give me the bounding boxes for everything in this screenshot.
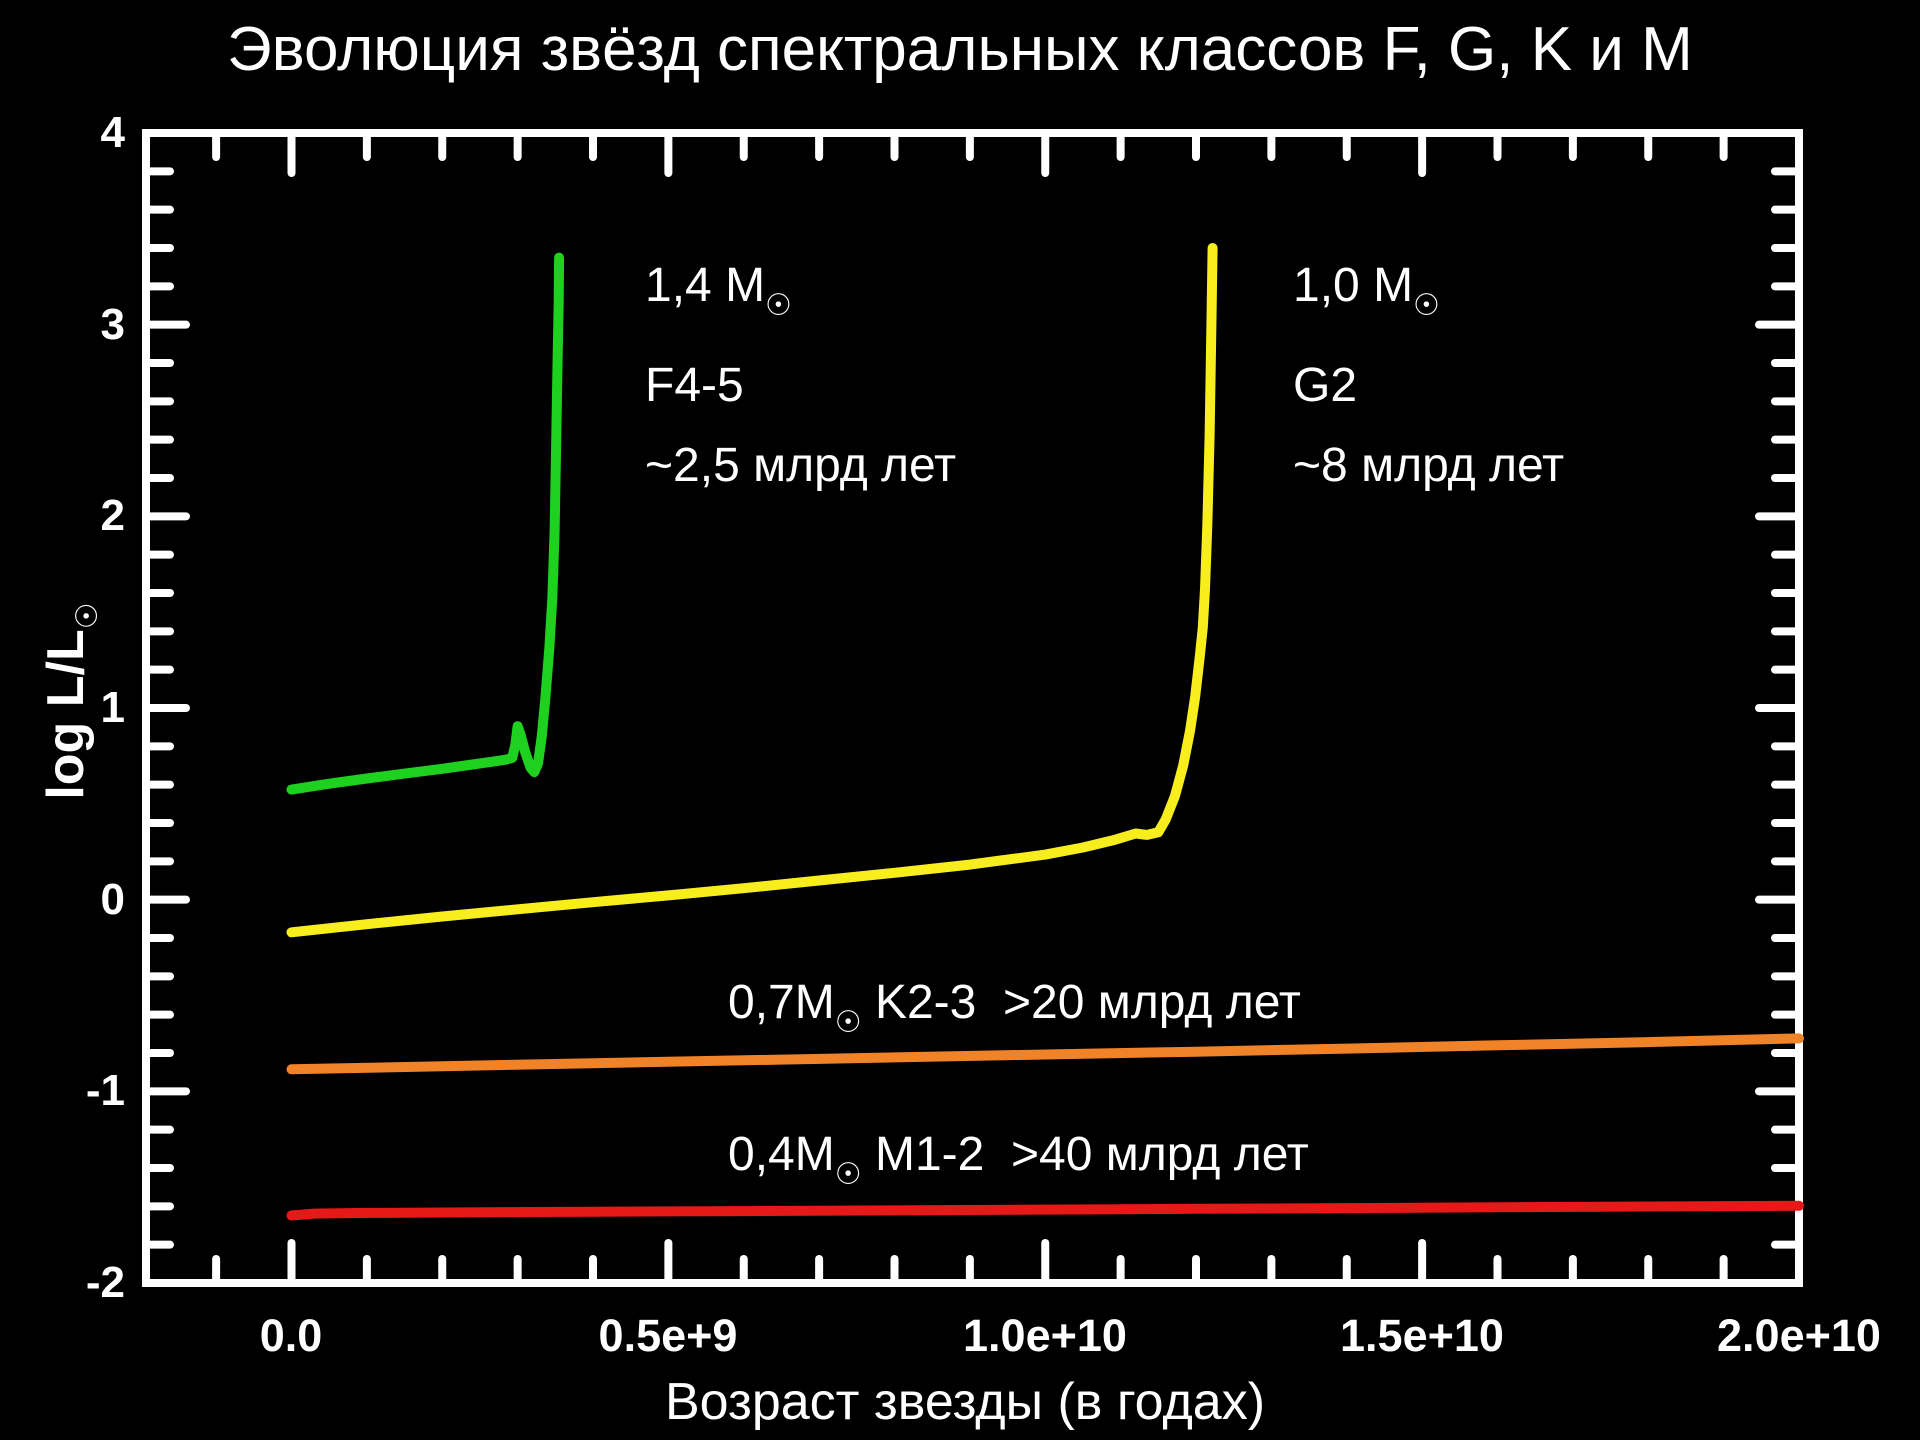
x-tick-label-2e10: 2.0e+10 [1717,1310,1881,1361]
sun-symbol-icon: ☉ [70,602,105,630]
annotation-f-age: ~2,5 млрд лет [645,439,957,492]
annotation-f-mass: 1,4 M [645,259,766,312]
annotation-g-class: G2 [1293,359,1358,412]
annotation-f-star: 1,4 M☉ F4-5 ~2,5 млрд лет [645,246,956,506]
annotation-g-mass-line: 1,0 M☉ [1293,246,1564,346]
x-tick-label-0: 0.0 [259,1310,323,1361]
annotation-k-mass: 0,7M [728,976,835,1029]
annotation-f-mass-line: 1,4 M☉ [645,246,956,346]
x-tick-label-15e9: 1.5e+10 [1340,1310,1504,1361]
annotation-k-rest: K2-3 >20 млрд лет [861,976,1301,1029]
sun-symbol-icon: ☉ [834,1005,862,1040]
annotation-k-line: 0,7M☉ K2-3 >20 млрд лет [728,973,1301,1053]
sun-symbol-icon: ☉ [834,1157,862,1192]
y-tick-label-3: 3 [100,300,125,349]
y-tick-label-4: 4 [100,108,125,157]
series-line-1-0-msun-g2 [286,243,1218,938]
y-tick-label-2: 2 [100,491,125,540]
annotation-g-mass: 1,0 M [1293,259,1414,312]
annotation-k-star: 0,7M☉ K2-3 >20 млрд лет [728,973,1301,1053]
series-line-0-4-msun-m1-2 [286,1200,1804,1221]
annotation-g-star: 1,0 M☉ G2 ~8 млрд лет [1293,246,1564,506]
annotation-m-mass: 0,4M [728,1128,835,1181]
y-tick-label-m2: -2 [85,1258,125,1307]
annotation-f-class: F4-5 [645,359,744,412]
y-tick-label-0: 0 [100,875,125,924]
chart-title: Эволюция звёзд спектральных классов F, G… [227,15,1693,84]
y-tick-label-m1: -1 [85,1066,125,1115]
series-line-0-7-msun-k2-3 [286,1033,1804,1075]
annotation-m-line: 0,4M☉ M1-2 >40 млрд лет [728,1125,1309,1205]
y-tick-label-1: 1 [100,683,125,732]
sun-symbol-icon: ☉ [1413,288,1440,323]
series-line-1-4-msun-f4-5 [286,252,565,795]
sun-symbol-icon: ☉ [765,288,792,323]
annotation-g-age: ~8 млрд лет [1293,439,1565,492]
x-tick-label-5e9: 0.5e+9 [598,1310,738,1361]
x-tick-label-1e10: 1.0e+10 [963,1310,1127,1361]
annotation-m-rest: M1-2 >40 млрд лет [861,1128,1309,1181]
x-axis-title: Возраст звезды (в годах) [664,1373,1266,1431]
annotation-m-star: 0,4M☉ M1-2 >40 млрд лет [728,1125,1309,1205]
